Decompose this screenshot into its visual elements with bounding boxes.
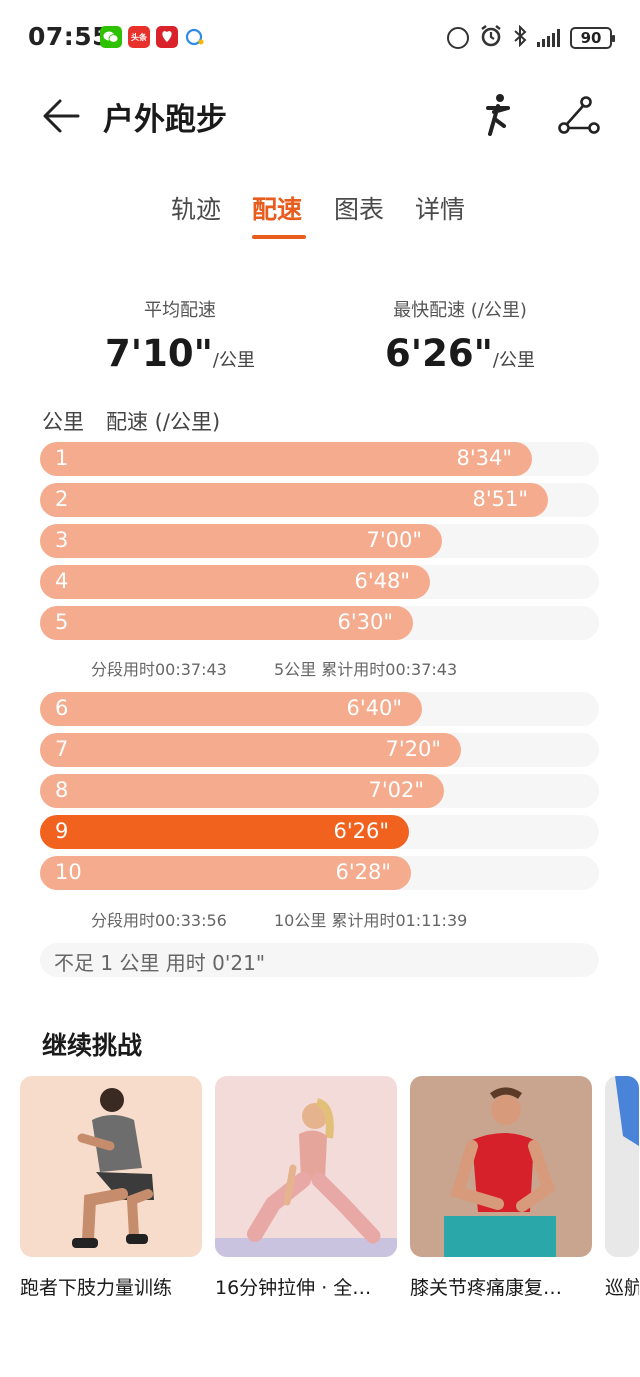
challenge-card[interactable]: 巡航 [605, 1076, 640, 1300]
challenge-card[interactable]: 膝关节疼痛康复… [410, 1076, 592, 1300]
wechat-icon [100, 26, 122, 48]
pace-bar [40, 442, 532, 476]
pace-bar [40, 856, 411, 890]
bluetooth-icon [513, 24, 527, 51]
pace-row-km-5: 5 6'30" [40, 606, 599, 640]
status-time: 07:55 [28, 22, 111, 51]
remainder-text: 不足 1 公里 用时 0'21" [54, 951, 266, 975]
pace-row-km-9: 9 6'26" [40, 815, 599, 849]
pace-value: 6'40" [346, 696, 402, 720]
pace-row-km-3: 3 7'00" [40, 524, 599, 558]
pace-value: 6'48" [354, 569, 410, 593]
route-icon [558, 96, 600, 134]
partial-photo [605, 1076, 639, 1257]
pace-bar [40, 733, 461, 767]
pace-value: 7'00" [366, 528, 422, 552]
pace-value: 7'20" [385, 737, 441, 761]
knee-rehab-photo [410, 1076, 592, 1257]
segment-2-cumulative: 10公里 累计用时01:11:39 [274, 911, 468, 930]
squat-training-photo [20, 1076, 202, 1257]
tab-bar: 轨迹 配速 图表 详情 [0, 190, 640, 246]
pace-km-label: 6 [55, 696, 69, 720]
pace-bar [40, 815, 409, 849]
app-header: 户外跑步 [0, 78, 640, 158]
average-pace-unit: /公里 [212, 350, 255, 371]
tab-pace[interactable]: 配速 [252, 195, 303, 224]
pace-row-km-2: 2 8'51" [40, 483, 599, 517]
pace-km-label: 3 [55, 528, 69, 552]
alarm-icon [479, 24, 503, 52]
pinduoduo-icon [156, 26, 178, 48]
pace-value: 6'30" [337, 610, 393, 634]
average-pace-label: 平均配速 [144, 300, 216, 321]
status-bar: 07:55 头条 90 [0, 0, 640, 78]
running-figure-icon [486, 94, 510, 136]
running-posture-button[interactable] [478, 92, 518, 136]
pace-row-km-7: 7 7'20" [40, 733, 599, 767]
average-pace: 平均配速 7'10"/公里 [100, 296, 260, 375]
segment-2-split: 分段用时00:33:56 [91, 911, 227, 930]
challenge-card[interactable]: 跑者下肢力量训练 [20, 1076, 202, 1300]
tab-track[interactable]: 轨迹 [171, 195, 222, 224]
tab-chart[interactable]: 图表 [334, 195, 385, 224]
segment-1-cumulative: 5公里 累计用时00:37:43 [274, 660, 458, 679]
pace-km-label: 2 [55, 487, 69, 511]
pace-km-label: 7 [55, 737, 69, 761]
challenge-card-title: 巡航 [605, 1277, 639, 1299]
pace-bar [40, 774, 444, 808]
pace-value: 6'28" [335, 860, 391, 884]
challenge-card[interactable]: 16分钟拉伸 · 全… [215, 1076, 397, 1300]
km-column-header: 公里 [42, 410, 84, 434]
pace-value: 8'34" [456, 446, 512, 470]
pace-value: 6'26" [333, 819, 389, 843]
challenge-card-title: 膝关节疼痛康复… [410, 1277, 563, 1299]
pace-list-header: 公里 配速 (/公里) [42, 406, 220, 436]
pace-value: 7'02" [368, 778, 424, 802]
pace-bar [40, 606, 413, 640]
fastest-pace: 最快配速 (/公里) 6'26"/公里 [370, 296, 550, 375]
pace-row-km-4: 4 6'48" [40, 565, 599, 599]
remainder-row: 不足 1 公里 用时 0'21" [40, 943, 599, 977]
toutiao-icon: 头条 [128, 26, 150, 48]
signal-icon [537, 29, 560, 47]
fastest-pace-value: 6'26" [385, 332, 493, 375]
pace-row-km-6: 6 6'40" [40, 692, 599, 726]
pace-bar [40, 692, 422, 726]
active-tab-indicator [252, 235, 306, 239]
page-title: 户外跑步 [103, 102, 227, 138]
pace-bar [40, 483, 548, 517]
pace-km-label: 10 [55, 860, 82, 884]
pace-km-label: 4 [55, 569, 69, 593]
segment-1-split: 分段用时00:37:43 [91, 660, 227, 679]
stretching-photo [215, 1076, 397, 1257]
back-button[interactable] [40, 96, 84, 136]
back-arrow-icon [43, 99, 80, 133]
pace-km-label: 9 [55, 819, 69, 843]
misc-app-icon [184, 26, 206, 48]
tab-details[interactable]: 详情 [415, 195, 466, 224]
challenge-card-title: 16分钟拉伸 · 全… [215, 1277, 372, 1299]
pace-km-label: 1 [55, 446, 69, 470]
route-button[interactable] [556, 94, 600, 138]
fastest-pace-unit: /公里 [492, 350, 535, 371]
average-pace-value: 7'10" [105, 332, 213, 375]
pace-km-label: 8 [55, 778, 69, 802]
pace-row-km-1: 1 8'34" [40, 442, 599, 476]
pace-bar [40, 524, 442, 558]
pace-row-km-10: 10 6'28" [40, 856, 599, 890]
pace-column-header: 配速 (/公里) [106, 410, 221, 434]
fastest-pace-label: 最快配速 (/公里) [393, 300, 527, 321]
system-status: 90 [447, 24, 615, 52]
pace-summary: 平均配速 7'10"/公里 最快配速 (/公里) 6'26"/公里 [0, 296, 640, 386]
notification-icons: 头条 [100, 26, 206, 48]
pace-row-km-8: 8 7'02" [40, 774, 599, 808]
pace-bar [40, 565, 430, 599]
challenge-card-title: 跑者下肢力量训练 [20, 1277, 173, 1299]
challenges-title: 继续挑战 [42, 1031, 143, 1060]
battery-icon: 90 [570, 27, 615, 49]
network-speed-icon [447, 27, 469, 49]
pace-km-label: 5 [55, 610, 69, 634]
pace-value: 8'51" [472, 487, 528, 511]
